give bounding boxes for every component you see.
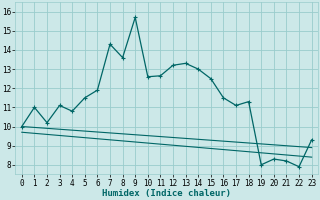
- X-axis label: Humidex (Indice chaleur): Humidex (Indice chaleur): [102, 189, 231, 198]
